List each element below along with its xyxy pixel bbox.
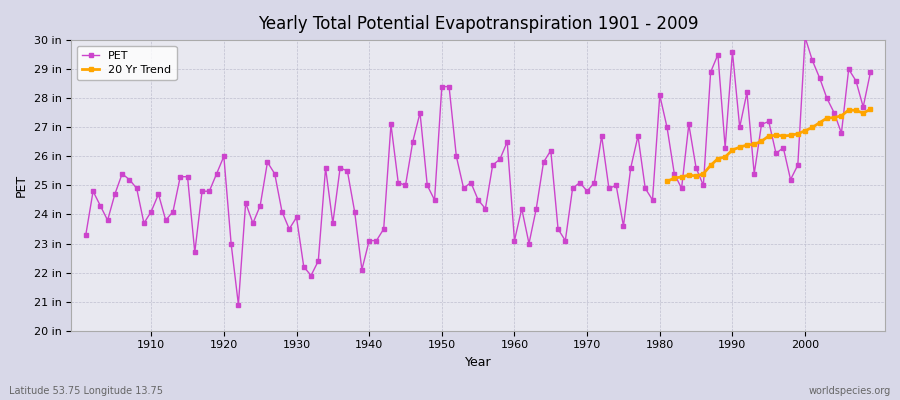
20 Yr Trend [843,108,854,112]
PET [233,302,244,307]
20 Yr Trend [742,143,752,148]
20 Yr Trend [807,125,818,130]
20 Yr Trend [800,128,811,133]
20 Yr Trend [669,176,680,180]
20 Yr Trend [770,133,781,138]
Y-axis label: PET: PET [15,174,28,197]
20 Yr Trend [814,120,825,125]
PET [517,206,527,211]
20 Yr Trend [829,115,840,120]
20 Yr Trend [727,148,738,152]
PET [865,70,876,74]
20 Yr Trend [676,174,687,179]
20 Yr Trend [749,142,760,147]
20 Yr Trend [785,133,796,138]
20 Yr Trend [778,134,788,138]
20 Yr Trend [756,139,767,144]
20 Yr Trend [706,163,716,168]
20 Yr Trend [713,156,724,161]
Text: worldspecies.org: worldspecies.org [809,386,891,396]
PET [349,209,360,214]
PET [509,238,520,243]
20 Yr Trend [763,134,774,138]
Title: Yearly Total Potential Evapotranspiration 1901 - 2009: Yearly Total Potential Evapotranspiratio… [258,15,698,33]
PET [306,273,317,278]
PET [139,221,149,226]
20 Yr Trend [698,171,709,176]
PET [800,35,811,40]
PET [80,232,91,237]
20 Yr Trend [690,174,701,178]
Line: 20 Yr Trend: 20 Yr Trend [665,107,873,184]
20 Yr Trend [662,179,672,184]
20 Yr Trend [720,154,731,159]
20 Yr Trend [822,116,832,120]
20 Yr Trend [858,111,868,116]
Text: Latitude 53.75 Longitude 13.75: Latitude 53.75 Longitude 13.75 [9,386,163,396]
20 Yr Trend [836,114,847,118]
PET [604,186,615,191]
Legend: PET, 20 Yr Trend: PET, 20 Yr Trend [76,46,176,80]
X-axis label: Year: Year [464,356,491,369]
20 Yr Trend [683,173,694,178]
Line: PET: PET [84,36,872,306]
20 Yr Trend [865,107,876,112]
20 Yr Trend [850,108,861,113]
20 Yr Trend [792,131,803,136]
20 Yr Trend [734,145,745,150]
